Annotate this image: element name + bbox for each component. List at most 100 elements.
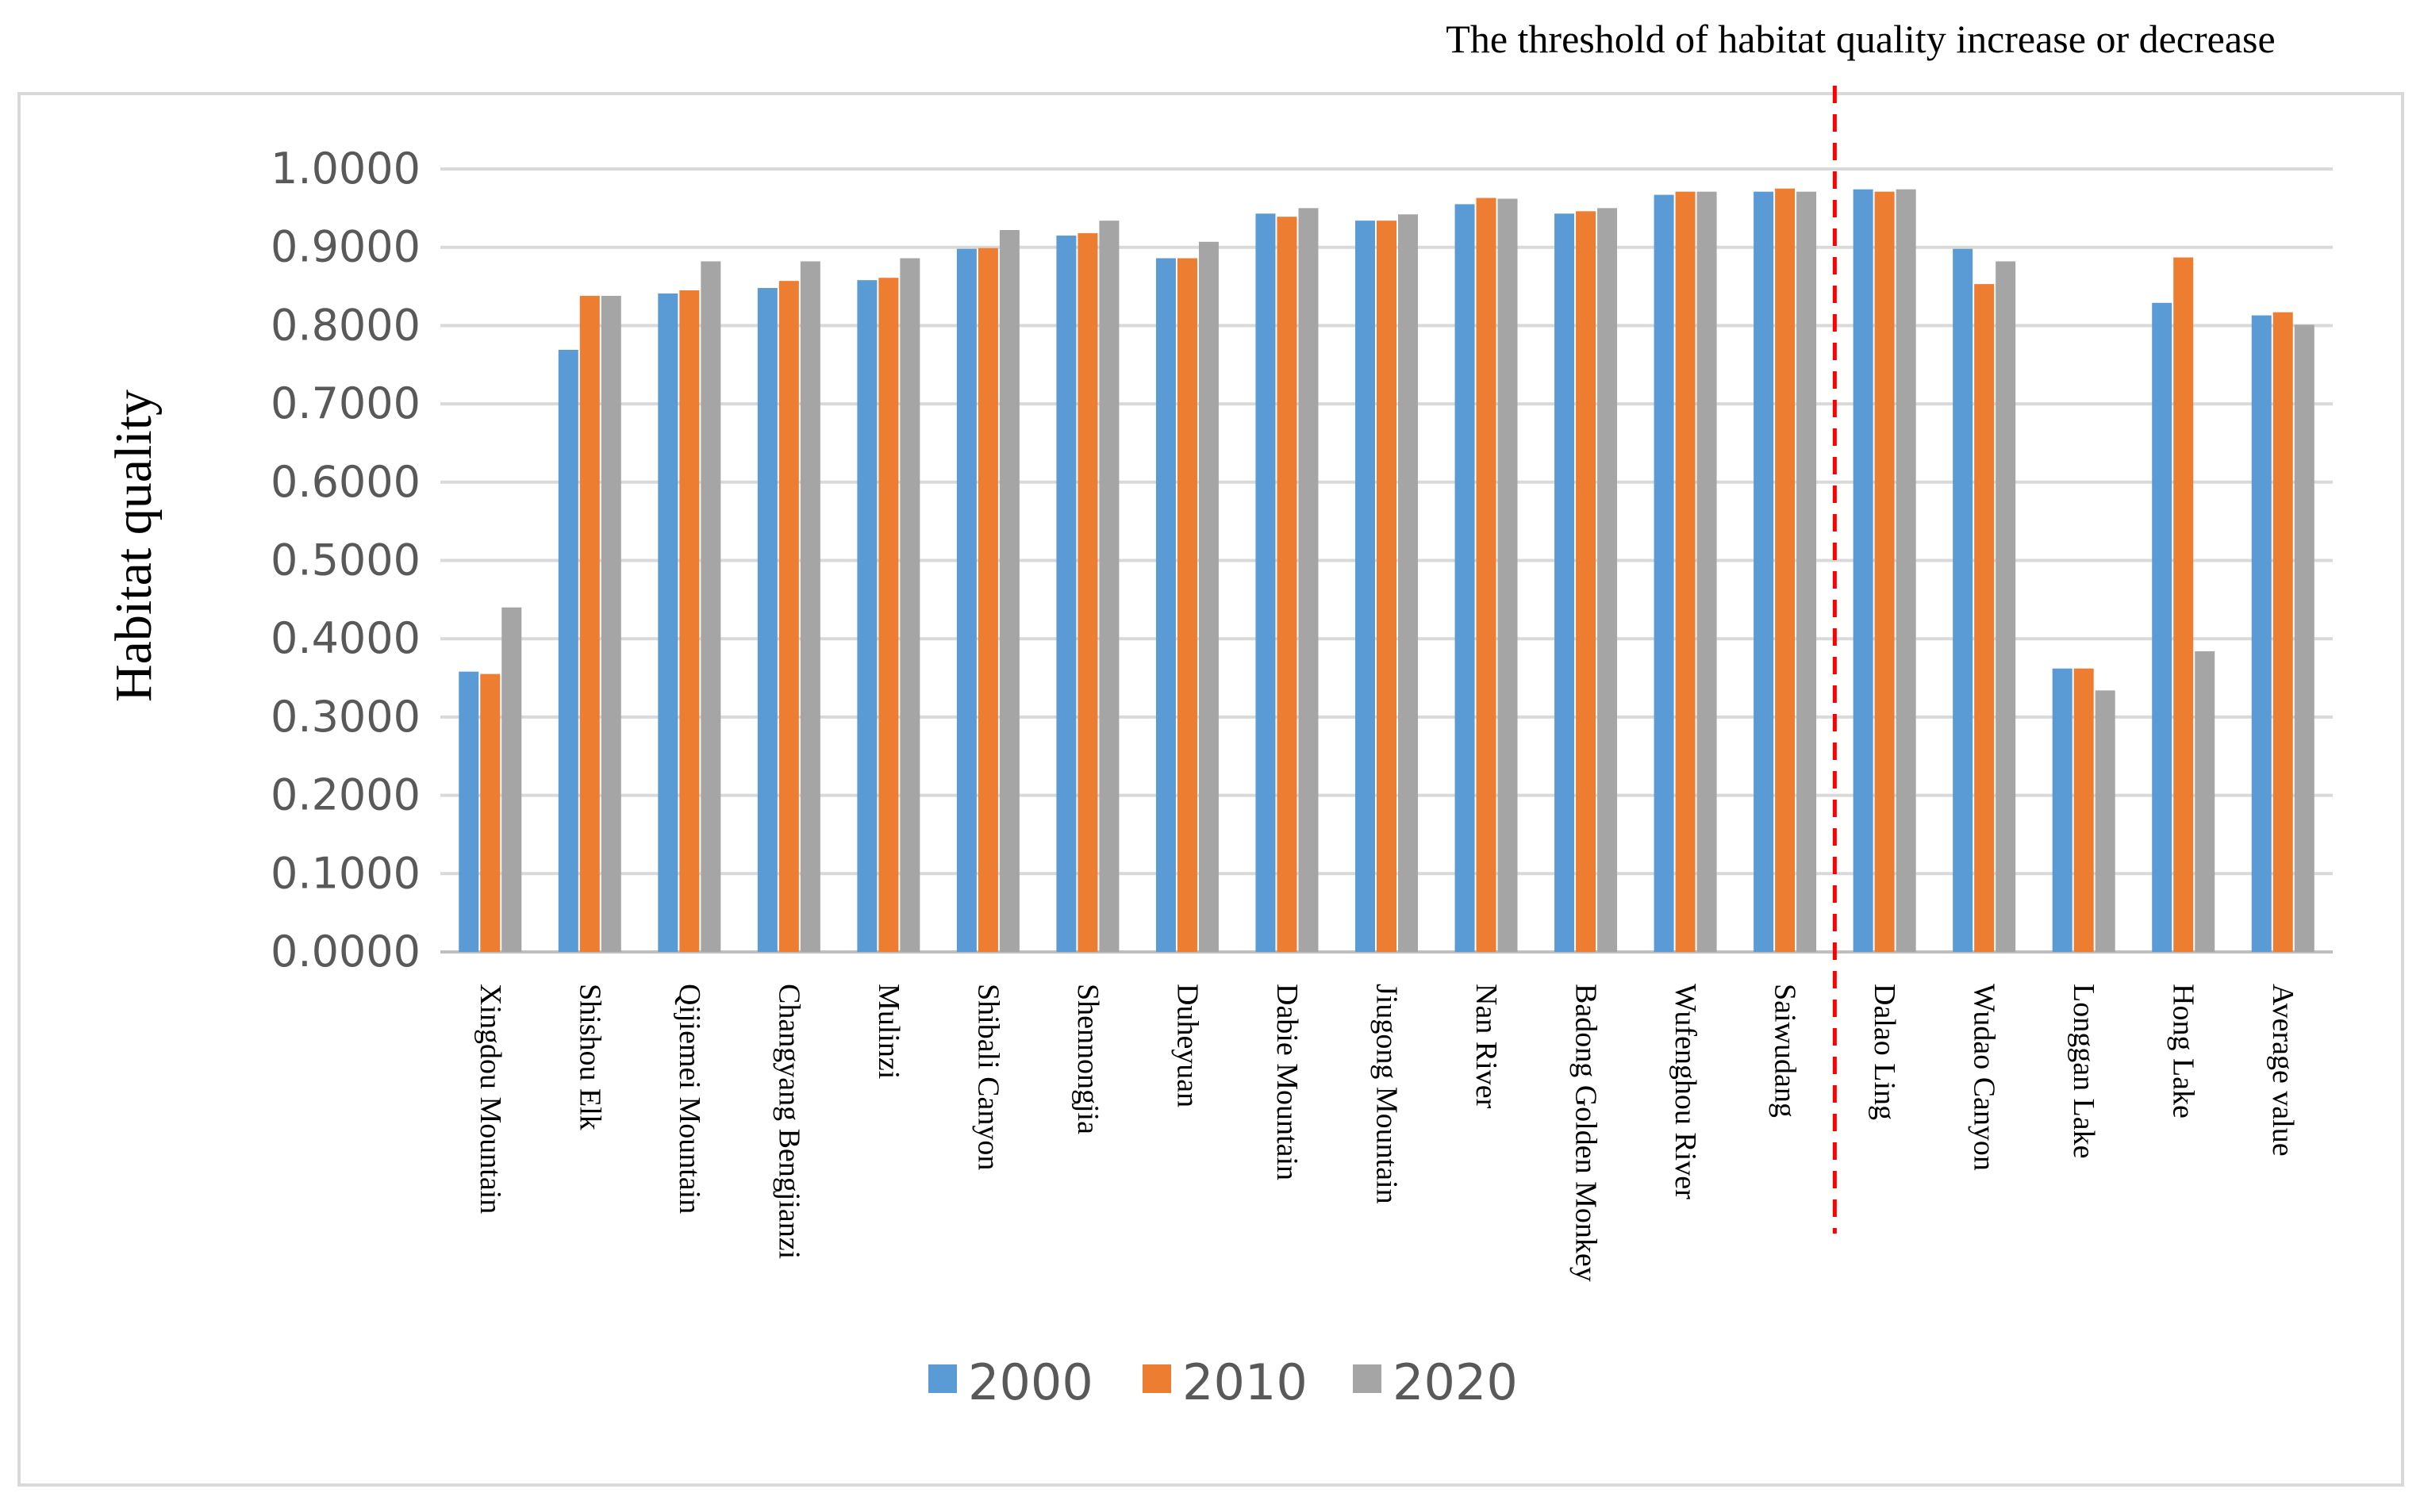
- x-axis-labels: Xingdou Mountain Shishou Elk Qijiemei Moun…: [474, 984, 2299, 1282]
- bar-2020: [999, 229, 1020, 953]
- y-tick-label: 0.1000: [271, 848, 421, 898]
- bar-2000: [1454, 204, 1475, 952]
- bar-2010: [1675, 191, 1696, 953]
- bar-2000: [1853, 189, 1873, 953]
- bar-2010: [2073, 668, 2094, 952]
- bar-2000: [2251, 315, 2272, 953]
- bar-2010: [1377, 221, 1396, 953]
- bar-2010: [1277, 217, 1297, 952]
- y-axis-label: Habitat quality: [105, 390, 163, 702]
- x-tick-label: Qijiemei Mountain: [673, 984, 706, 1214]
- y-axis-ticks: 0.0000 0.1000 0.2000 0.3000 0.4000 0.5000 0.60…: [271, 144, 421, 977]
- bar-2000: [1056, 235, 1077, 952]
- x-tick-label: Dabie Mountain: [1270, 984, 1304, 1180]
- bar-2000: [2152, 302, 2172, 953]
- x-tick-label: Changyang Bengjianzi: [772, 984, 805, 1259]
- bar-2010: [1078, 232, 1098, 953]
- bar-2020: [1896, 189, 1916, 953]
- x-tick-label: Badong Golden Monkey: [1569, 984, 1603, 1282]
- bar-2000: [1554, 213, 1575, 952]
- bar-2020: [1099, 221, 1120, 953]
- legend-swatch-2020: [1353, 1364, 1381, 1393]
- bar-2020: [2095, 690, 2115, 952]
- bar-2010: [878, 278, 899, 952]
- bar-2020: [900, 258, 920, 952]
- y-tick-label: 1.0000: [271, 144, 421, 194]
- x-tick-label: Wudao Canyon: [1968, 984, 2001, 1171]
- bar-2000: [1754, 191, 1774, 953]
- bar-2020: [1398, 214, 1418, 953]
- bar-2000: [459, 671, 479, 952]
- y-tick-label: 0.2000: [271, 770, 421, 820]
- x-tick-label: Saiwudang: [1769, 984, 1802, 1118]
- y-tick-label: 0.8000: [271, 300, 421, 350]
- bar-2020: [1198, 241, 1219, 952]
- bar-2020: [1796, 191, 1817, 953]
- bar-2010: [480, 673, 501, 952]
- bar-2020: [1298, 208, 1319, 953]
- x-tick-label: Xingdou Mountain: [474, 984, 507, 1214]
- y-tick-label: 0.5000: [271, 535, 421, 585]
- y-tick-label: 0.7000: [271, 378, 421, 428]
- bar-2010: [2272, 312, 2293, 953]
- bar-2020: [1996, 261, 2016, 952]
- x-tick-label: Hong Lake: [2167, 984, 2200, 1119]
- threshold-annotation: The threshold of habitat quality increas…: [1446, 17, 2275, 61]
- x-tick-label: Wufenghou River: [1669, 984, 1702, 1199]
- legend-swatch-2010: [1143, 1364, 1171, 1393]
- bar-2010: [978, 248, 998, 952]
- bar-2000: [956, 248, 977, 952]
- bar-2020: [1597, 208, 1618, 953]
- y-tick-label: 0.9000: [271, 222, 421, 272]
- bar-2020: [2294, 324, 2315, 953]
- bar-2020: [601, 295, 621, 952]
- legend-label-2010: 2010: [1182, 1353, 1308, 1411]
- bar-2020: [1497, 198, 1518, 953]
- bar-2000: [757, 288, 778, 952]
- bar-2010: [1974, 284, 1995, 952]
- bar-2010: [2173, 257, 2194, 952]
- bar-2010: [579, 295, 600, 952]
- y-tick-label: 0.0000: [271, 927, 421, 977]
- legend-swatch-2000: [928, 1364, 957, 1393]
- legend: 2000 2010 2020: [928, 1353, 1518, 1411]
- bar-2000: [2052, 668, 2073, 952]
- x-tick-label: Jiugong Mountain: [1370, 984, 1404, 1204]
- bar-2010: [1576, 211, 1596, 953]
- bar-2010: [778, 281, 799, 952]
- x-tick-label: Longgan Lake: [2067, 984, 2100, 1159]
- bars: [459, 188, 2315, 953]
- x-tick-label: Dalao Ling: [1868, 984, 1901, 1120]
- bar-2020: [701, 261, 721, 952]
- bar-2020: [800, 261, 820, 952]
- bar-2000: [1355, 221, 1375, 953]
- bar-2000: [857, 280, 878, 952]
- x-tick-label: Average value: [2266, 984, 2299, 1157]
- legend-label-2020: 2020: [1393, 1353, 1518, 1411]
- x-tick-label: Nan River: [1469, 984, 1503, 1109]
- bar-2020: [2195, 650, 2215, 952]
- bar-2000: [1654, 194, 1674, 953]
- bar-2010: [679, 290, 700, 952]
- bar-2010: [1775, 188, 1796, 953]
- y-tick-label: 0.3000: [271, 692, 421, 742]
- bar-2010: [1874, 191, 1895, 953]
- bar-2020: [1696, 191, 1717, 953]
- x-tick-label: Shibali Canyon: [971, 984, 1005, 1170]
- bar-2020: [501, 607, 522, 952]
- bar-2000: [1953, 248, 1973, 952]
- y-tick-label: 0.4000: [271, 613, 421, 663]
- x-tick-label: Shishou Elk: [573, 984, 606, 1130]
- x-tick-label: Mulinzi: [872, 984, 905, 1079]
- bar-2010: [1476, 198, 1496, 953]
- bar-2000: [1255, 213, 1276, 952]
- x-tick-label: Duheyuan: [1170, 984, 1204, 1107]
- x-tick-label: Shennongjia: [1071, 984, 1104, 1134]
- bar-2000: [558, 349, 578, 952]
- bar-2000: [658, 293, 678, 953]
- y-tick-label: 0.6000: [271, 457, 421, 507]
- bar-2010: [1177, 258, 1197, 952]
- bar-2000: [1155, 258, 1176, 952]
- legend-label-2000: 2000: [968, 1353, 1093, 1411]
